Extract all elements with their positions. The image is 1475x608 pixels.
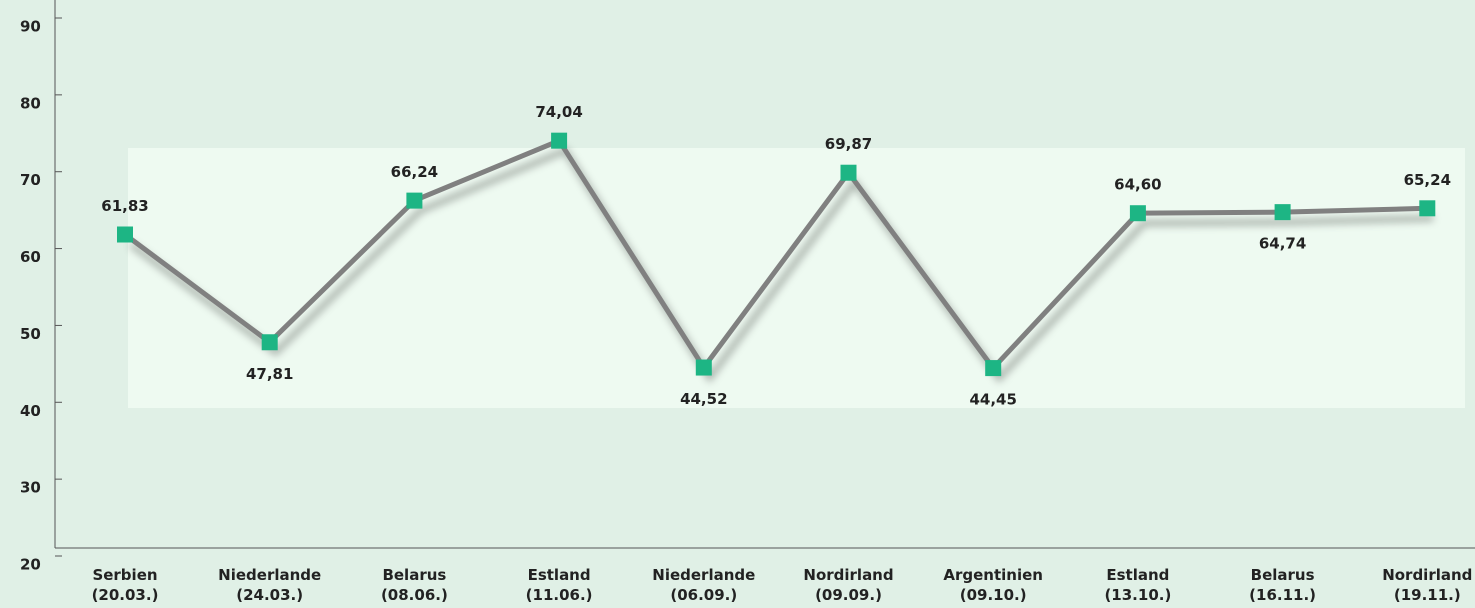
y-tick-label: 80 bbox=[20, 94, 41, 112]
marker bbox=[1274, 204, 1291, 221]
y-tick-label: 60 bbox=[20, 248, 41, 266]
x-tick-label: Serbien (20.03.) bbox=[91, 566, 159, 604]
line bbox=[123, 138, 1428, 371]
data-label: 44,52 bbox=[680, 390, 727, 408]
highlight-band bbox=[128, 148, 1465, 408]
y-tick-label: 50 bbox=[20, 325, 41, 343]
x-tick-label: Nordirland (19.11.) bbox=[1382, 566, 1473, 604]
data-label: 64,74 bbox=[1259, 235, 1306, 253]
marker bbox=[1129, 205, 1146, 222]
marker bbox=[985, 360, 1002, 377]
marker bbox=[117, 226, 133, 243]
x-tick-label: Estland (13.10.) bbox=[1104, 566, 1172, 604]
data-label: 44,45 bbox=[969, 391, 1016, 409]
data-label: 74,04 bbox=[535, 103, 582, 121]
data-label: 69,87 bbox=[825, 135, 872, 153]
data-label: 64,60 bbox=[1114, 176, 1161, 194]
x-tick-label: Niederlande (06.09.) bbox=[652, 566, 756, 604]
x-tick-label: Nordirland (09.09.) bbox=[803, 566, 894, 604]
y-tick-label: 30 bbox=[20, 479, 41, 497]
marker bbox=[1419, 200, 1436, 217]
x-tick-label: Estland (11.06.) bbox=[525, 566, 593, 604]
data-label: 66,24 bbox=[391, 163, 438, 181]
data-label: 61,83 bbox=[101, 197, 148, 215]
data-label: 47,81 bbox=[246, 365, 293, 383]
y-tick-label: 40 bbox=[20, 402, 41, 420]
marker bbox=[840, 164, 857, 181]
x-tick-label: Belarus (08.06.) bbox=[380, 566, 448, 604]
marker bbox=[406, 192, 423, 209]
y-tick-label: 90 bbox=[20, 18, 41, 36]
marker bbox=[551, 132, 568, 149]
x-tick-label: Niederlande (24.03.) bbox=[218, 566, 322, 604]
data-label: 65,24 bbox=[1404, 171, 1451, 189]
marker bbox=[261, 334, 278, 351]
x-tick-label: Argentinien (09.10.) bbox=[943, 566, 1043, 604]
y-tick-label: 20 bbox=[20, 556, 41, 574]
x-tick-label: Belarus (16.11.) bbox=[1249, 566, 1317, 604]
marker bbox=[695, 359, 712, 376]
y-tick-label: 70 bbox=[20, 171, 41, 189]
line-shadow bbox=[129, 146, 1434, 383]
